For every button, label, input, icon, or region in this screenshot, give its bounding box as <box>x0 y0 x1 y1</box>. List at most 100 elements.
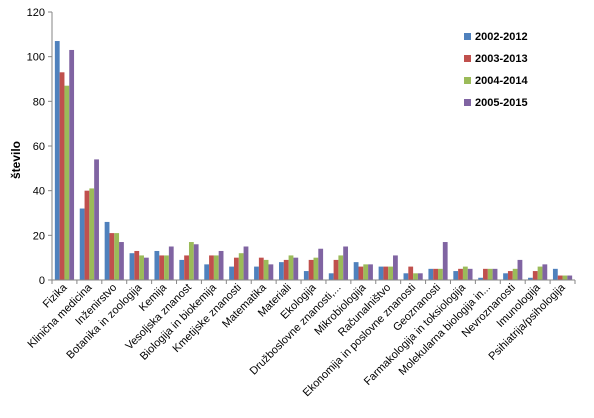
bar <box>288 255 294 280</box>
y-tick-label: 120 <box>27 7 45 19</box>
bar <box>188 242 194 280</box>
bar <box>184 255 189 280</box>
bar <box>243 246 249 280</box>
bar <box>54 41 60 281</box>
bar <box>552 268 558 280</box>
bar <box>328 273 334 280</box>
bar <box>204 264 210 280</box>
y-axis: 0 20 40 60 80 100 120 <box>27 7 53 287</box>
bar <box>517 259 523 280</box>
bar <box>503 273 508 280</box>
bar <box>512 268 518 280</box>
bar <box>159 255 165 280</box>
bar <box>109 233 115 280</box>
y-tick-label: 20 <box>33 230 45 242</box>
legend-label: 2003-2013 <box>475 53 528 65</box>
bar <box>483 268 488 280</box>
bar <box>408 266 414 280</box>
bar <box>313 257 319 280</box>
bar <box>139 255 144 280</box>
bar <box>254 266 259 280</box>
bar <box>467 268 473 280</box>
bar <box>129 253 135 280</box>
bar <box>388 266 394 280</box>
legend: 2002-2012 2003-2013 2004-2014 2005-2015 <box>464 31 528 109</box>
legend-label: 2004-2014 <box>475 75 528 87</box>
bar <box>567 275 573 280</box>
bar <box>119 242 124 280</box>
y-tick-label: 60 <box>33 141 45 153</box>
y-tick-label: 100 <box>27 52 45 64</box>
bar <box>258 257 264 280</box>
bar <box>363 264 369 280</box>
bar <box>84 190 90 280</box>
bar <box>179 259 185 280</box>
bar <box>528 277 533 280</box>
bar <box>458 268 463 280</box>
bar <box>164 255 169 280</box>
bar <box>417 273 423 280</box>
legend-swatch <box>464 55 471 62</box>
bar <box>293 257 299 280</box>
bars <box>54 41 573 281</box>
legend-swatch <box>464 99 471 106</box>
bar <box>308 259 314 280</box>
bar <box>333 259 339 280</box>
bar <box>59 72 65 280</box>
bar <box>154 250 160 280</box>
bar <box>114 233 120 280</box>
bar <box>403 273 409 280</box>
bar <box>428 268 434 280</box>
bar <box>283 259 289 280</box>
bar <box>557 275 563 280</box>
bar <box>318 248 324 280</box>
y-tick-label: 40 <box>33 186 45 198</box>
bar <box>168 246 174 280</box>
bar <box>69 49 75 280</box>
bar <box>353 262 359 280</box>
bar <box>94 159 99 280</box>
bar <box>233 257 239 280</box>
bar <box>278 262 284 280</box>
y-tick-label: 80 <box>33 96 45 108</box>
bar <box>378 266 384 280</box>
bar <box>368 264 373 280</box>
bar <box>263 259 269 280</box>
bar <box>343 246 349 280</box>
bar <box>442 242 448 280</box>
bar <box>507 271 513 280</box>
bar <box>532 271 538 280</box>
bar <box>104 221 110 280</box>
bar <box>143 257 149 280</box>
legend-swatch <box>464 77 471 84</box>
bar <box>537 266 543 280</box>
bar <box>89 188 95 280</box>
bar <box>433 268 439 280</box>
bar <box>238 253 244 280</box>
bar <box>268 264 274 280</box>
bar <box>413 273 418 280</box>
bar <box>393 255 398 280</box>
bar <box>462 266 468 280</box>
bar <box>218 250 224 280</box>
y-tick-label: 0 <box>39 275 45 287</box>
legend-label: 2002-2012 <box>475 31 528 43</box>
y-axis-label: število <box>9 141 23 179</box>
bar <box>383 266 389 280</box>
bar <box>64 85 70 280</box>
bar <box>453 271 459 280</box>
bar <box>478 277 484 280</box>
bar <box>303 271 309 280</box>
bar <box>193 244 199 280</box>
bar <box>438 268 443 280</box>
bar <box>134 250 140 280</box>
bar <box>229 266 234 280</box>
bar <box>562 275 568 280</box>
legend-swatch <box>464 33 471 40</box>
bar <box>358 266 364 280</box>
bar <box>338 255 344 280</box>
bar <box>79 208 85 280</box>
legend-label: 2005-2015 <box>475 97 528 109</box>
